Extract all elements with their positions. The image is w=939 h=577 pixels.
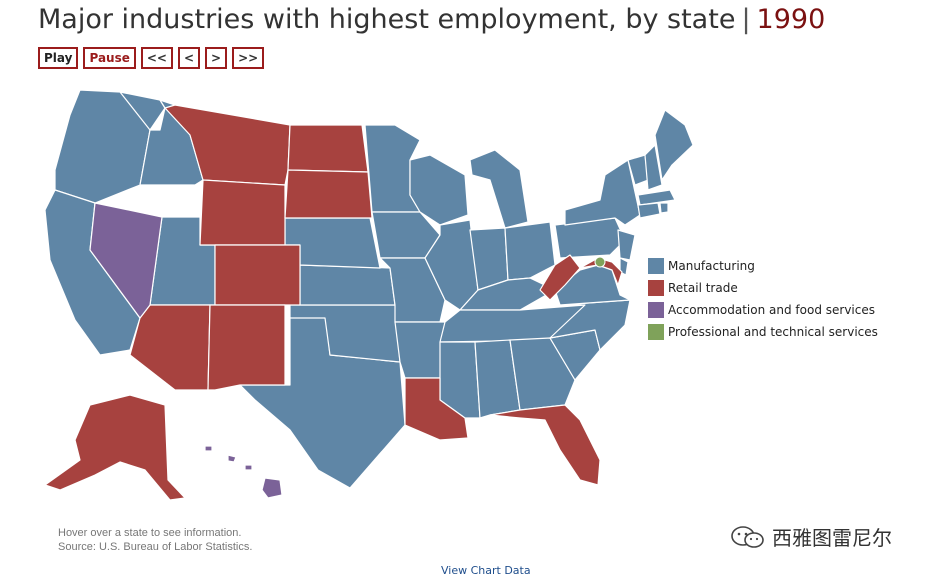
view-chart-data-link[interactable]: View Chart Data	[441, 564, 531, 577]
state-wyoming[interactable]	[199, 179, 286, 246]
state-colorado[interactable]	[214, 244, 301, 306]
state-new-jersey[interactable]	[617, 229, 636, 261]
legend-item-accommodation: Accommodation and food services	[648, 299, 878, 321]
state-maine[interactable]	[654, 109, 694, 181]
state-kansas[interactable]	[299, 264, 396, 306]
state-ohio[interactable]	[504, 221, 556, 281]
hover-hint: Hover over a state to see information.	[58, 527, 242, 539]
state-montana[interactable]	[164, 104, 291, 186]
watermark: 西雅图雷尼尔	[730, 522, 892, 551]
legend-label: Manufacturing	[668, 259, 755, 273]
hawaii-island-oahu	[227, 454, 237, 463]
legend-item-retail: Retail trade	[648, 277, 878, 299]
hawaii-island-maui	[244, 464, 253, 471]
state-florida[interactable]	[489, 404, 601, 486]
state-arkansas[interactable]	[394, 321, 446, 379]
title-year: 1990	[756, 4, 826, 35]
legend-label: Accommodation and food services	[668, 303, 875, 317]
previous-year-button[interactable]: <	[177, 47, 201, 69]
state-north-dakota[interactable]	[287, 124, 369, 173]
state-wisconsin[interactable]	[409, 154, 469, 226]
legend-item-professional: Professional and technical services	[648, 321, 878, 343]
state-north-carolina[interactable]	[549, 299, 631, 351]
state-alaska[interactable]	[44, 394, 186, 501]
title-separator: |	[741, 4, 751, 35]
state-rhode-island[interactable]	[659, 202, 669, 214]
watermark-text: 西雅图雷尼尔	[772, 526, 892, 550]
page-title: Major industries with highest employment…	[38, 4, 825, 35]
playback-controls: Play Pause << < > >>	[38, 47, 265, 69]
state-georgia[interactable]	[509, 337, 576, 411]
play-button[interactable]: Play	[38, 47, 79, 69]
pause-button[interactable]: Pause	[83, 47, 136, 69]
state-new-mexico[interactable]	[207, 304, 286, 391]
footnote: Hover over a state to see information. S…	[58, 526, 252, 554]
state-connecticut[interactable]	[637, 202, 661, 219]
district-of-columbia-marker[interactable]	[594, 256, 606, 268]
hawaii-island-kauai	[204, 445, 213, 452]
state-delaware[interactable]	[619, 257, 629, 276]
state-nevada[interactable]	[89, 202, 163, 319]
state-louisiana[interactable]	[404, 377, 469, 441]
legend-item-manufacturing: Manufacturing	[648, 255, 878, 277]
state-new-york[interactable]	[564, 159, 641, 226]
wechat-icon	[731, 525, 764, 548]
legend-swatch-accommodation	[648, 302, 664, 318]
state-hawaii[interactable]	[261, 477, 283, 499]
legend-label: Professional and technical services	[668, 325, 878, 339]
state-arizona[interactable]	[129, 304, 211, 391]
state-massachusetts[interactable]	[637, 189, 676, 206]
legend-swatch-retail	[648, 280, 664, 296]
legend-swatch-professional	[648, 324, 664, 340]
state-michigan[interactable]	[469, 149, 529, 229]
state-new-hampshire[interactable]	[644, 144, 663, 191]
title-text: Major industries with highest employment…	[38, 4, 736, 35]
legend: Manufacturing Retail trade Accommodation…	[648, 255, 878, 343]
legend-label: Retail trade	[668, 281, 738, 295]
source-note: Source: U.S. Bureau of Labor Statistics.	[58, 541, 253, 553]
last-year-button[interactable]: >>	[232, 47, 265, 69]
state-south-dakota[interactable]	[284, 169, 373, 219]
first-year-button[interactable]: <<	[140, 47, 173, 69]
next-year-button[interactable]: >	[205, 47, 228, 69]
legend-swatch-manufacturing	[648, 258, 664, 274]
